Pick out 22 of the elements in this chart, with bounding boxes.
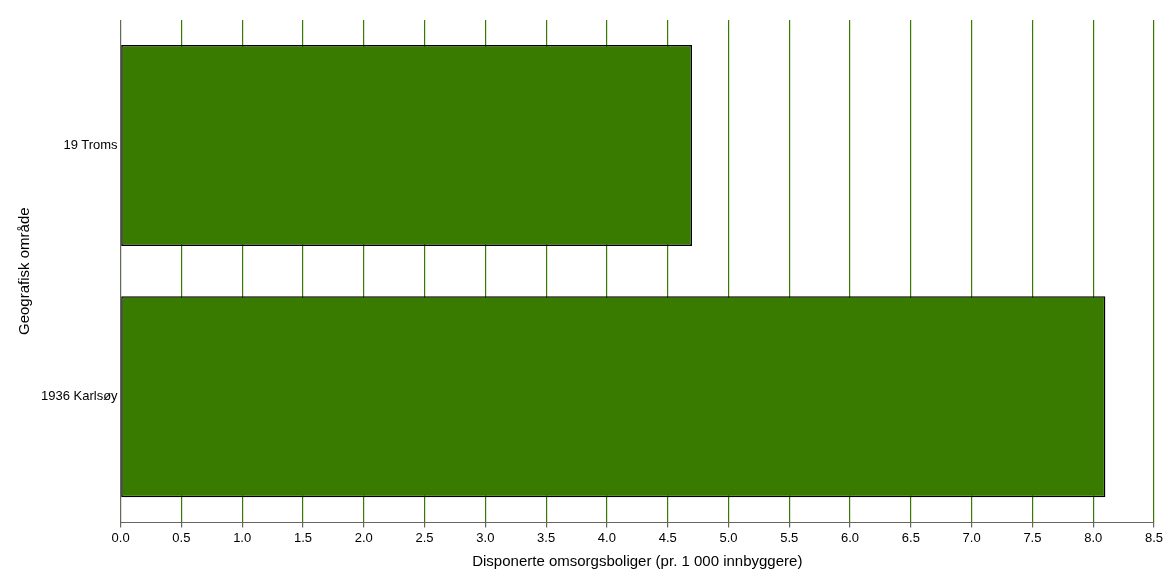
x-tick-label: 1.5 xyxy=(293,529,312,545)
x-tick-label: 4.5 xyxy=(658,529,677,545)
x-tick-label: 3.5 xyxy=(537,529,556,545)
y-tick-label: 1936 Karlsøy xyxy=(41,388,119,404)
x-tick-label: 5.0 xyxy=(719,529,738,545)
y-tick-label: 19 Troms xyxy=(63,137,119,153)
x-tick-label: 7.0 xyxy=(962,529,981,545)
x-tick-label: 6.0 xyxy=(841,529,860,545)
x-axis-title: Disponerte omsorgsboliger (pr. 1 000 innbyggere) xyxy=(472,552,803,570)
x-tick-label: 3.0 xyxy=(476,529,495,545)
x-tick-label: 8.0 xyxy=(1084,529,1103,545)
x-tick-label: 2.0 xyxy=(354,529,373,545)
y-axis-title: Geografisk område xyxy=(15,207,33,335)
x-tick-label: 6.5 xyxy=(901,529,920,545)
x-tick-label: 7.5 xyxy=(1023,529,1042,545)
x-tick-label: 4.0 xyxy=(597,529,616,545)
x-tick-label: 5.5 xyxy=(780,529,799,545)
x-tick-label: 0.0 xyxy=(111,529,130,545)
x-tick-label: 8.5 xyxy=(1144,529,1164,545)
x-tick-label: 0.5 xyxy=(172,529,191,545)
x-tick-label: 1.0 xyxy=(233,529,252,545)
x-tick-label: 2.5 xyxy=(415,529,434,545)
